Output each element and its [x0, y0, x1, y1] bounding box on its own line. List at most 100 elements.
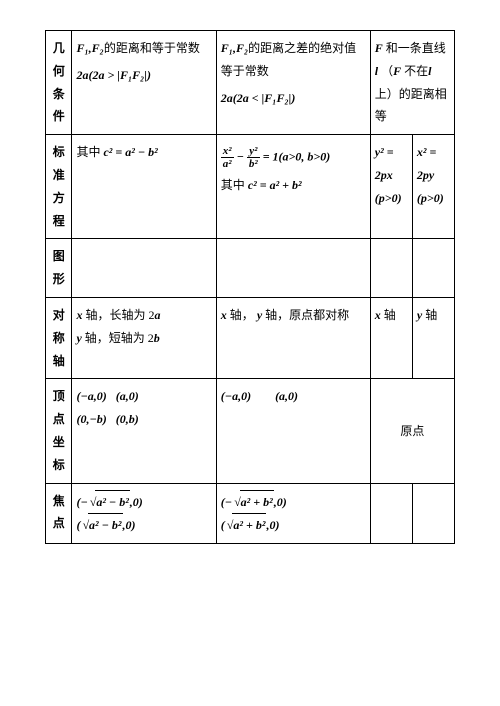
cell-std-parabola-y: y² = 2px (p>0): [370, 135, 412, 239]
v-0mb: (0,−b): [76, 412, 106, 426]
std-c2-line2: 其中 c² = a² + b²: [221, 174, 366, 197]
v-0b: (0,b): [116, 412, 139, 426]
cell-fig-ellipse: [72, 239, 216, 298]
frac-y2b2: y²b²: [247, 145, 260, 170]
geom-c1-text: 的距离和等于常数: [104, 41, 200, 55]
math-F: F: [375, 41, 383, 55]
cell-axis-ellipse: x 轴，长轴为 2a y 轴，短轴为 2b: [72, 297, 216, 378]
foci-h1: (−a² + b²,0): [221, 490, 366, 514]
ax-a: a: [154, 308, 160, 322]
cell-fig-parabola-y: [370, 239, 412, 298]
f12abs: |F₁F₂|: [117, 68, 147, 82]
rowhdr-geom-text: 几何条件: [53, 41, 65, 123]
cell-fig-parabola-x: [412, 239, 454, 298]
math-l2: l: [428, 64, 431, 78]
page: 几何条件 F₁,F₂的距离和等于常数 2a(2a > |F₁F₂|) F₁,F₂…: [0, 0, 500, 564]
rad4: a² + b²: [232, 513, 266, 537]
geom-c2-paren2: ): [291, 91, 295, 105]
row-axis: 对称轴 x 轴，长轴为 2a y 轴，短轴为 2b x 轴， y 轴，原点都对称…: [46, 297, 455, 378]
math-F2: F: [393, 64, 401, 78]
cell-geom-parabola: F 和一条直线 l （F 不在l 上）的距离相等: [370, 31, 454, 135]
cell-axis-parabola-y: x 轴: [370, 297, 412, 378]
math-l: l: [375, 64, 378, 78]
ax2-t1: 轴，: [227, 308, 257, 322]
cell-std-hyperbola: x²a² − y²b² = 1(a>0, b>0) 其中 c² = a² + b…: [216, 135, 370, 239]
cell-vert-ellipse: (−a,0) (a,0) (0,−b) (0,b): [72, 379, 216, 483]
ax4-t: 轴: [422, 308, 437, 322]
eq1: = 1(: [263, 150, 283, 164]
vert-origin: 原点: [400, 424, 424, 438]
v-a0: (a,0): [116, 389, 139, 403]
cell-std-parabola-x: x² = 2py (p>0): [412, 135, 454, 239]
cell-geom-ellipse: F₁,F₂的距离和等于常数 2a(2a > |F₁F₂|): [72, 31, 216, 135]
rowhdr-std: 标准方程: [46, 135, 72, 239]
v2-ma0: (−a,0): [221, 389, 251, 403]
row-vert: 顶点坐标 (−a,0) (a,0) (0,−b) (0,b) (−a,0) (a…: [46, 379, 455, 483]
cell-vert-hyperbola: (−a,0) (a,0): [216, 379, 370, 483]
cell-axis-parabola-x: y 轴: [412, 297, 454, 378]
minus-sign: −: [237, 150, 247, 164]
std-c4-eq: x² = 2py: [417, 141, 450, 187]
row-foci: 焦点 (−a² − b²,0) (a² − b²,0) (−a² + b²,0)…: [46, 483, 455, 544]
conic-table: 几何条件 F₁,F₂的距离和等于常数 2a(2a > |F₁F₂|) F₁,F₂…: [45, 30, 455, 544]
std-c2-frac: x²a² − y²b² = 1(a>0, b>0): [221, 145, 366, 170]
cell-foci-ellipse: (−a² − b²,0) (a² − b²,0): [72, 483, 216, 544]
row-geom: 几何条件 F₁,F₂的距离和等于常数 2a(2a > |F₁F₂|) F₁,F₂…: [46, 31, 455, 135]
two-a: 2a: [76, 68, 88, 82]
cell-foci-hyperbola: (−a² + b²,0) (a² + b²,0): [216, 483, 370, 544]
two-a-b: 2a: [221, 91, 233, 105]
math-f12: F₁,F₂: [76, 41, 103, 55]
rowhdr-geom: 几何条件: [46, 31, 72, 135]
cell-foci-parabola-y: [370, 483, 412, 544]
row-fig: 图形: [46, 239, 455, 298]
rowhdr-axis-text: 对称轴: [53, 308, 65, 368]
geom-c2-paren: (2a <: [233, 91, 262, 105]
rad1: a² − b²: [95, 490, 129, 514]
cell-fig-hyperbola: [216, 239, 370, 298]
foci-e1: (−a² − b²,0): [76, 490, 211, 514]
cell-vert-parabola: 原点: [370, 379, 454, 483]
rad3: a² + b²: [240, 490, 274, 514]
rowhdr-fig-text: 图形: [53, 249, 65, 286]
rowhdr-std-text: 标准方程: [53, 145, 65, 227]
cell-geom-hyperbola: F₁,F₂的距离之差的绝对值等于常数 2a(2a < |F₁F₂|): [216, 31, 370, 135]
cell-std-ellipse: 其中 c² = a² − b²: [72, 135, 216, 239]
geom-c3-c: 上）的距离相等: [375, 87, 447, 124]
ax2-t2: 轴，原点都对称: [262, 308, 349, 322]
std-c3-cond-t: p>0: [379, 191, 398, 205]
std-c1-eq: c² = a² − b²: [103, 145, 157, 159]
geom-c1-formula: 2a(2a > |F₁F₂|): [76, 64, 211, 87]
ax3-t: 轴: [381, 308, 396, 322]
std-c4-cond: (p>0): [417, 187, 450, 210]
std-c1-pre: 其中: [76, 145, 100, 159]
foci-h2: (a² + b²,0): [221, 513, 366, 537]
ax-c1-b: 轴，短轴为 2: [82, 331, 154, 345]
rad2: a² − b²: [88, 513, 122, 537]
f12absb: |F₁F₂|: [262, 91, 292, 105]
std-c3-eq: y² = 2px: [375, 141, 408, 187]
std-c2-cond: a>0, b>0: [283, 150, 327, 164]
cell-axis-hyperbola: x 轴， y 轴，原点都对称: [216, 297, 370, 378]
rowhdr-foci: 焦点: [46, 483, 72, 544]
std-c2-eq: c² = a² + b²: [248, 178, 302, 192]
rowhdr-fig: 图形: [46, 239, 72, 298]
geom-c1-paren: (2a >: [88, 68, 117, 82]
ax-c1-a: 轴，长轴为 2: [82, 308, 154, 322]
geom-c3-b: 不在: [404, 64, 428, 78]
v2-a0: (a,0): [275, 389, 298, 403]
cell-foci-parabola-x: [412, 483, 454, 544]
rowhdr-vert: 顶点坐标: [46, 379, 72, 483]
std-c2-pre: 其中: [221, 178, 245, 192]
geom-c3-paren: （: [381, 64, 393, 78]
foci-e2: (a² − b²,0): [76, 513, 211, 537]
ax-b: b: [154, 331, 160, 345]
rowhdr-axis: 对称轴: [46, 297, 72, 378]
geom-c3-a: 和一条直线: [386, 41, 446, 55]
geom-c2-formula: 2a(2a < |F₁F₂|): [221, 87, 366, 110]
frac-x2a2: x²a²: [221, 145, 234, 170]
rowhdr-foci-text: 焦点: [53, 494, 65, 531]
std-c4-cond-t: p>0: [421, 191, 440, 205]
v-ma0: (−a,0): [76, 389, 106, 403]
row-std: 标准方程 其中 c² = a² − b² x²a² − y²b² = 1(a>0…: [46, 135, 455, 239]
std-c3-cond: (p>0): [375, 187, 408, 210]
